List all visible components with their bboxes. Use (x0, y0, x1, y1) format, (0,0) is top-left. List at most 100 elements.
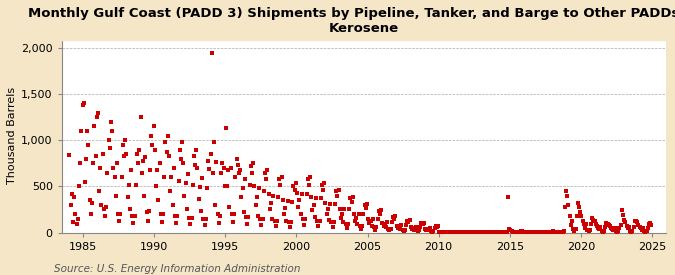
Point (261, 177, 271, 181)
Point (645, 221, 655, 226)
Point (296, 192, 307, 196)
Point (416, 221, 427, 226)
Point (333, 188, 344, 192)
Point (543, 230, 554, 235)
Point (381, 225, 392, 230)
Point (378, 224, 389, 228)
Point (149, 147, 160, 152)
Point (452, 230, 462, 235)
Point (458, 230, 468, 235)
Point (607, 227, 618, 231)
Point (255, 216, 266, 221)
Point (403, 220, 414, 224)
Point (610, 229, 621, 234)
Point (66, 192, 77, 196)
Point (226, 212, 237, 216)
Point (596, 229, 607, 233)
Point (404, 218, 415, 222)
Point (511, 230, 522, 235)
Point (194, 185, 205, 189)
Point (376, 208, 387, 213)
Point (94, 189, 105, 193)
Point (148, 124, 159, 129)
Point (423, 228, 434, 233)
Point (168, 166, 179, 170)
Point (513, 230, 524, 235)
Point (464, 230, 475, 235)
Point (319, 180, 329, 185)
Point (102, 170, 113, 175)
Point (270, 224, 281, 228)
Point (312, 218, 323, 223)
Point (359, 203, 370, 207)
Point (207, 51, 217, 55)
Point (506, 229, 517, 233)
Point (97, 152, 108, 156)
Point (522, 230, 533, 235)
Point (89, 124, 100, 129)
Point (259, 189, 269, 193)
Point (445, 230, 456, 234)
Point (461, 230, 472, 235)
Point (80, 180, 90, 184)
Point (227, 220, 238, 225)
Point (603, 223, 614, 227)
Point (288, 183, 299, 188)
Point (318, 188, 329, 192)
Point (580, 222, 591, 226)
Point (205, 152, 216, 156)
Point (302, 177, 313, 181)
Point (427, 230, 437, 234)
Point (144, 209, 155, 213)
Point (342, 226, 352, 230)
Point (293, 205, 304, 209)
Point (614, 226, 625, 230)
Point (518, 229, 529, 234)
Point (583, 229, 594, 234)
Point (279, 205, 290, 210)
Point (236, 195, 247, 200)
Point (454, 230, 465, 235)
Point (84, 198, 95, 202)
Point (320, 201, 331, 205)
Point (474, 230, 485, 235)
Point (578, 222, 589, 226)
Point (74, 184, 84, 189)
Point (292, 191, 302, 195)
Point (470, 230, 481, 235)
Point (455, 230, 466, 235)
Point (155, 212, 166, 216)
Point (133, 161, 144, 166)
Point (524, 230, 535, 234)
Point (574, 205, 585, 209)
Point (448, 230, 459, 234)
Point (428, 229, 439, 233)
Point (174, 147, 185, 152)
Point (202, 158, 213, 163)
Point (462, 230, 473, 235)
Point (489, 230, 500, 235)
Point (151, 184, 161, 189)
Point (83, 143, 94, 147)
Point (459, 230, 470, 234)
Point (370, 227, 381, 232)
Point (387, 215, 398, 219)
Point (425, 226, 435, 231)
Point (353, 212, 364, 216)
Point (551, 230, 562, 234)
Point (344, 207, 354, 212)
Point (238, 210, 249, 214)
Point (282, 199, 293, 204)
Point (505, 227, 516, 232)
Point (65, 203, 76, 207)
Point (121, 152, 132, 156)
Point (493, 230, 504, 235)
Point (246, 170, 257, 175)
Point (165, 189, 176, 193)
Point (641, 229, 652, 233)
Point (139, 193, 150, 198)
Point (634, 224, 645, 229)
Point (348, 212, 359, 216)
Point (178, 161, 188, 166)
Point (500, 230, 511, 235)
